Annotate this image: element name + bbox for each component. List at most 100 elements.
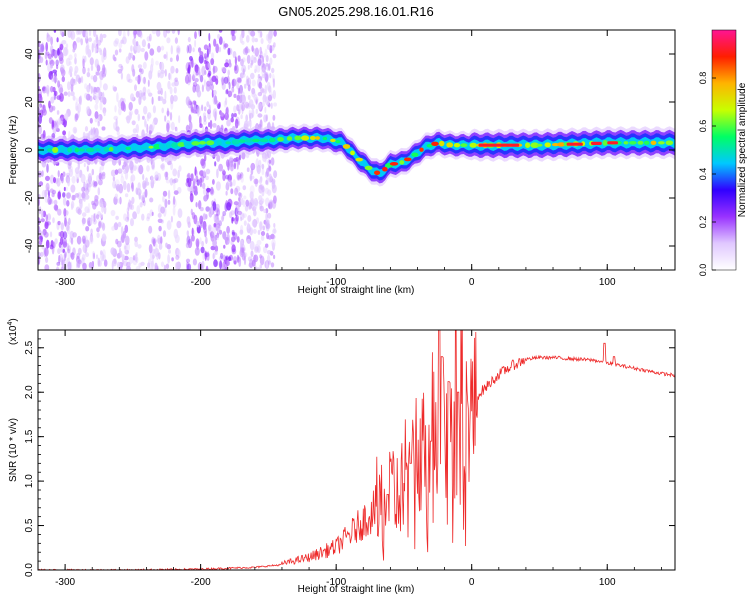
- noise-speck: [129, 111, 133, 120]
- noise-speck: [44, 247, 49, 257]
- peak-blob: [643, 140, 650, 145]
- noise-speck: [113, 222, 119, 231]
- noise-speck: [157, 90, 161, 95]
- noise-speck: [221, 77, 224, 86]
- noise-speck: [260, 231, 266, 236]
- noise-speck: [189, 193, 194, 203]
- noise-speck: [166, 37, 171, 44]
- noise-speck: [77, 260, 81, 269]
- noise-speck: [191, 234, 195, 242]
- noise-speck: [99, 198, 103, 208]
- noise-speck: [253, 254, 259, 263]
- noise-speck: [148, 70, 153, 80]
- noise-speck: [101, 126, 106, 131]
- noise-speck: [259, 46, 263, 55]
- noise-speck: [245, 114, 249, 122]
- noise-speck: [199, 237, 202, 245]
- peak-blob: [309, 135, 316, 141]
- noise-speck: [194, 247, 200, 256]
- noise-speck: [117, 168, 123, 174]
- peak-blob: [85, 147, 95, 153]
- noise-speck: [267, 94, 273, 102]
- noise-speck: [54, 90, 58, 97]
- noise-speck: [56, 110, 60, 115]
- noise-speck: [98, 90, 102, 98]
- noise-speck: [239, 173, 242, 180]
- noise-speck: [243, 195, 247, 200]
- x-tick-label: -200: [191, 577, 211, 588]
- noise-speck: [178, 115, 181, 124]
- noise-speck: [199, 51, 204, 58]
- x-tick-label: 100: [599, 277, 616, 288]
- peak-blob: [153, 143, 161, 150]
- noise-speck: [238, 103, 242, 112]
- noise-speck: [203, 79, 206, 87]
- noise-speck: [271, 44, 275, 51]
- noise-speck: [53, 177, 56, 184]
- noise-speck: [88, 174, 92, 182]
- noise-speck: [158, 252, 161, 260]
- noise-speck: [156, 81, 162, 91]
- noise-speck: [157, 69, 162, 77]
- noise-speck: [61, 259, 66, 269]
- noise-speck: [130, 204, 135, 211]
- noise-speck: [236, 79, 240, 90]
- noise-speck: [256, 63, 261, 73]
- noise-speck: [55, 59, 59, 66]
- noise-speck: [61, 31, 65, 37]
- noise-speck: [268, 63, 271, 71]
- noise-speck: [47, 197, 52, 205]
- noise-speck: [99, 33, 104, 43]
- noise-speck: [67, 81, 71, 91]
- noise-speck: [159, 236, 163, 245]
- noise-speck: [53, 204, 59, 211]
- noise-speck: [134, 240, 139, 248]
- noise-speck: [64, 251, 67, 258]
- noise-speck: [149, 197, 154, 203]
- noise-speck: [259, 255, 265, 266]
- noise-speck: [74, 70, 77, 77]
- noise-speck: [115, 126, 120, 132]
- noise-speck: [62, 197, 67, 206]
- y-tick-label: 2.5: [24, 340, 35, 354]
- noise-speck: [264, 73, 269, 83]
- noise-speck: [151, 211, 154, 216]
- peak-blob: [294, 135, 302, 141]
- noise-speck: [146, 216, 150, 222]
- noise-speck: [192, 100, 197, 105]
- noise-speck: [169, 111, 173, 121]
- noise-speck: [194, 39, 197, 48]
- noise-speck: [260, 51, 263, 56]
- noise-speck: [92, 74, 98, 83]
- noise-speck: [171, 257, 174, 262]
- noise-speck: [241, 95, 245, 103]
- noise-speck: [173, 181, 176, 191]
- noise-speck: [263, 53, 266, 58]
- noise-speck: [214, 161, 217, 167]
- peak-blob: [225, 141, 231, 145]
- noise-speck: [199, 115, 202, 126]
- noise-speck: [273, 195, 277, 204]
- noise-speck: [234, 118, 239, 129]
- peak-blob: [117, 145, 122, 152]
- noise-speck: [185, 258, 191, 263]
- noise-speck: [59, 43, 64, 51]
- noise-speck: [225, 184, 228, 190]
- noise-speck: [190, 173, 194, 182]
- noise-speck: [82, 58, 85, 69]
- noise-speck: [119, 250, 123, 258]
- noise-speck: [156, 252, 159, 260]
- noise-speck: [86, 208, 91, 214]
- noise-speck: [85, 239, 90, 248]
- noise-speck: [75, 30, 80, 36]
- noise-speck: [217, 34, 221, 39]
- noise-speck: [89, 57, 94, 66]
- noise-speck: [112, 258, 117, 267]
- peak-blob: [286, 136, 293, 141]
- noise-speck: [168, 72, 171, 81]
- noise-speck: [139, 202, 143, 208]
- noise-speck: [117, 100, 121, 108]
- noise-speck: [99, 213, 104, 219]
- noise-speck: [252, 218, 258, 228]
- noise-speck: [56, 37, 59, 43]
